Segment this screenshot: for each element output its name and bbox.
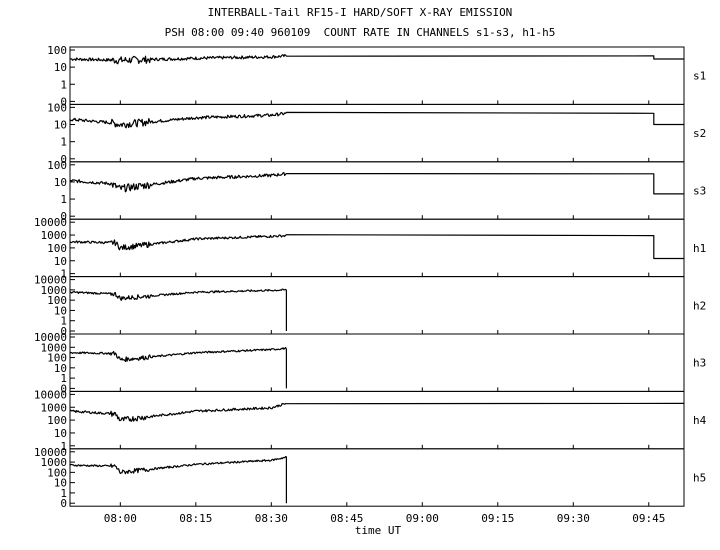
y-tick-label-s1-2: 1 bbox=[60, 78, 67, 91]
y-tick-label-h3-2: 100 bbox=[47, 352, 67, 365]
panel-label-h3: h3 bbox=[693, 357, 706, 370]
series-line-s3 bbox=[69, 172, 684, 195]
series-line-s1 bbox=[70, 54, 684, 65]
x-tick-label-0: 08:00 bbox=[104, 512, 137, 525]
y-tick-label-h3-3: 10 bbox=[54, 362, 67, 375]
y-tick-label-s3-1: 10 bbox=[54, 176, 67, 189]
y-tick-label-s2-1: 10 bbox=[54, 119, 67, 132]
y-tick-label-h4-3: 10 bbox=[54, 427, 67, 440]
y-tick-label-h3-4: 1 bbox=[60, 372, 67, 385]
chart-title: INTERBALL-Tail RF15-I HARD/SOFT X-RAY EM… bbox=[207, 6, 513, 19]
chart-subtitle: PSH 08:00 09:40 960109 COUNT RATE IN CHA… bbox=[164, 26, 556, 39]
x-axis-label: time UT bbox=[355, 524, 402, 537]
panel-label-h1: h1 bbox=[693, 242, 706, 255]
y-tick-label-s3-0: 100 bbox=[47, 159, 67, 172]
y-tick-label-s2-2: 1 bbox=[60, 136, 67, 149]
series-line-h1 bbox=[69, 234, 684, 260]
y-tick-label-s2-3: 0 bbox=[60, 153, 67, 166]
y-tick-label-h5-3: 10 bbox=[54, 477, 67, 490]
y-tick-label-h2-3: 10 bbox=[54, 304, 67, 317]
panel-frame-h4 bbox=[69, 390, 685, 450]
y-tick-label-s1-0: 100 bbox=[47, 44, 67, 57]
y-tick-label-h1-0: 10000 bbox=[34, 216, 67, 229]
y-tick-label-h3-0: 10000 bbox=[34, 331, 67, 344]
panel-label-s3: s3 bbox=[693, 185, 706, 198]
y-tick-label-h2-2: 100 bbox=[47, 294, 67, 307]
panel-frame-s3 bbox=[69, 161, 685, 220]
y-tick-label-h5-5: 0 bbox=[60, 497, 67, 510]
y-tick-label-s2-0: 100 bbox=[47, 101, 67, 114]
x-tick-label-2: 08:30 bbox=[255, 512, 288, 525]
y-tick-label-h2-4: 1 bbox=[60, 315, 67, 328]
x-tick-label-4: 09:00 bbox=[406, 512, 439, 525]
panel-label-s2: s2 bbox=[693, 127, 706, 140]
y-tick-label-h3-5: 0 bbox=[60, 382, 67, 395]
panel-frame-h2 bbox=[69, 276, 685, 335]
y-tick-label-h5-0: 10000 bbox=[34, 446, 67, 459]
y-tick-label-s1-3: 0 bbox=[60, 95, 67, 108]
series-line-s2 bbox=[69, 111, 684, 129]
y-tick-label-h4-1: 1000 bbox=[41, 401, 68, 414]
y-tick-label-s3-2: 1 bbox=[60, 193, 67, 206]
y-tick-label-h4-0: 10000 bbox=[34, 388, 67, 401]
panel-label-h2: h2 bbox=[693, 299, 706, 312]
x-tick-label-6: 09:30 bbox=[557, 512, 590, 525]
panel-frame-h5 bbox=[69, 448, 685, 507]
y-tick-label-h1-1: 1000 bbox=[41, 229, 68, 242]
series-line-h5 bbox=[69, 456, 287, 504]
y-tick-label-h3-1: 1000 bbox=[41, 341, 68, 354]
y-tick-label-h2-5: 0 bbox=[60, 325, 67, 338]
series-line-h3 bbox=[69, 346, 287, 389]
y-tick-label-h2-1: 1000 bbox=[41, 284, 68, 297]
panel-label-s1: s1 bbox=[693, 70, 706, 83]
y-tick-label-h2-0: 10000 bbox=[34, 274, 67, 287]
y-tick-label-s3-3: 0 bbox=[60, 210, 67, 223]
y-tick-label-h1-2: 100 bbox=[47, 242, 67, 255]
y-tick-label-s1-1: 10 bbox=[54, 61, 67, 74]
panel-frame-h1 bbox=[69, 218, 685, 278]
x-tick-label-5: 09:15 bbox=[481, 512, 514, 525]
y-tick-label-h5-2: 100 bbox=[47, 466, 67, 479]
x-tick-label-3: 08:45 bbox=[330, 512, 363, 525]
y-tick-label-h4-4: 1 bbox=[60, 440, 67, 453]
x-tick-label-1: 08:15 bbox=[179, 512, 212, 525]
panel-frame-h3 bbox=[69, 333, 685, 392]
y-tick-label-h1-4: 1 bbox=[60, 268, 67, 281]
panel-label-h4: h4 bbox=[693, 414, 707, 427]
series-line-h2 bbox=[70, 288, 287, 331]
panel-label-h5: h5 bbox=[693, 472, 706, 485]
y-tick-label-h1-3: 10 bbox=[54, 255, 67, 268]
y-tick-label-h5-4: 1 bbox=[60, 487, 67, 500]
x-tick-label-7: 09:45 bbox=[632, 512, 665, 525]
y-tick-label-h4-2: 100 bbox=[47, 414, 67, 427]
y-tick-label-h5-1: 1000 bbox=[41, 456, 68, 469]
series-line-h4 bbox=[69, 402, 685, 422]
